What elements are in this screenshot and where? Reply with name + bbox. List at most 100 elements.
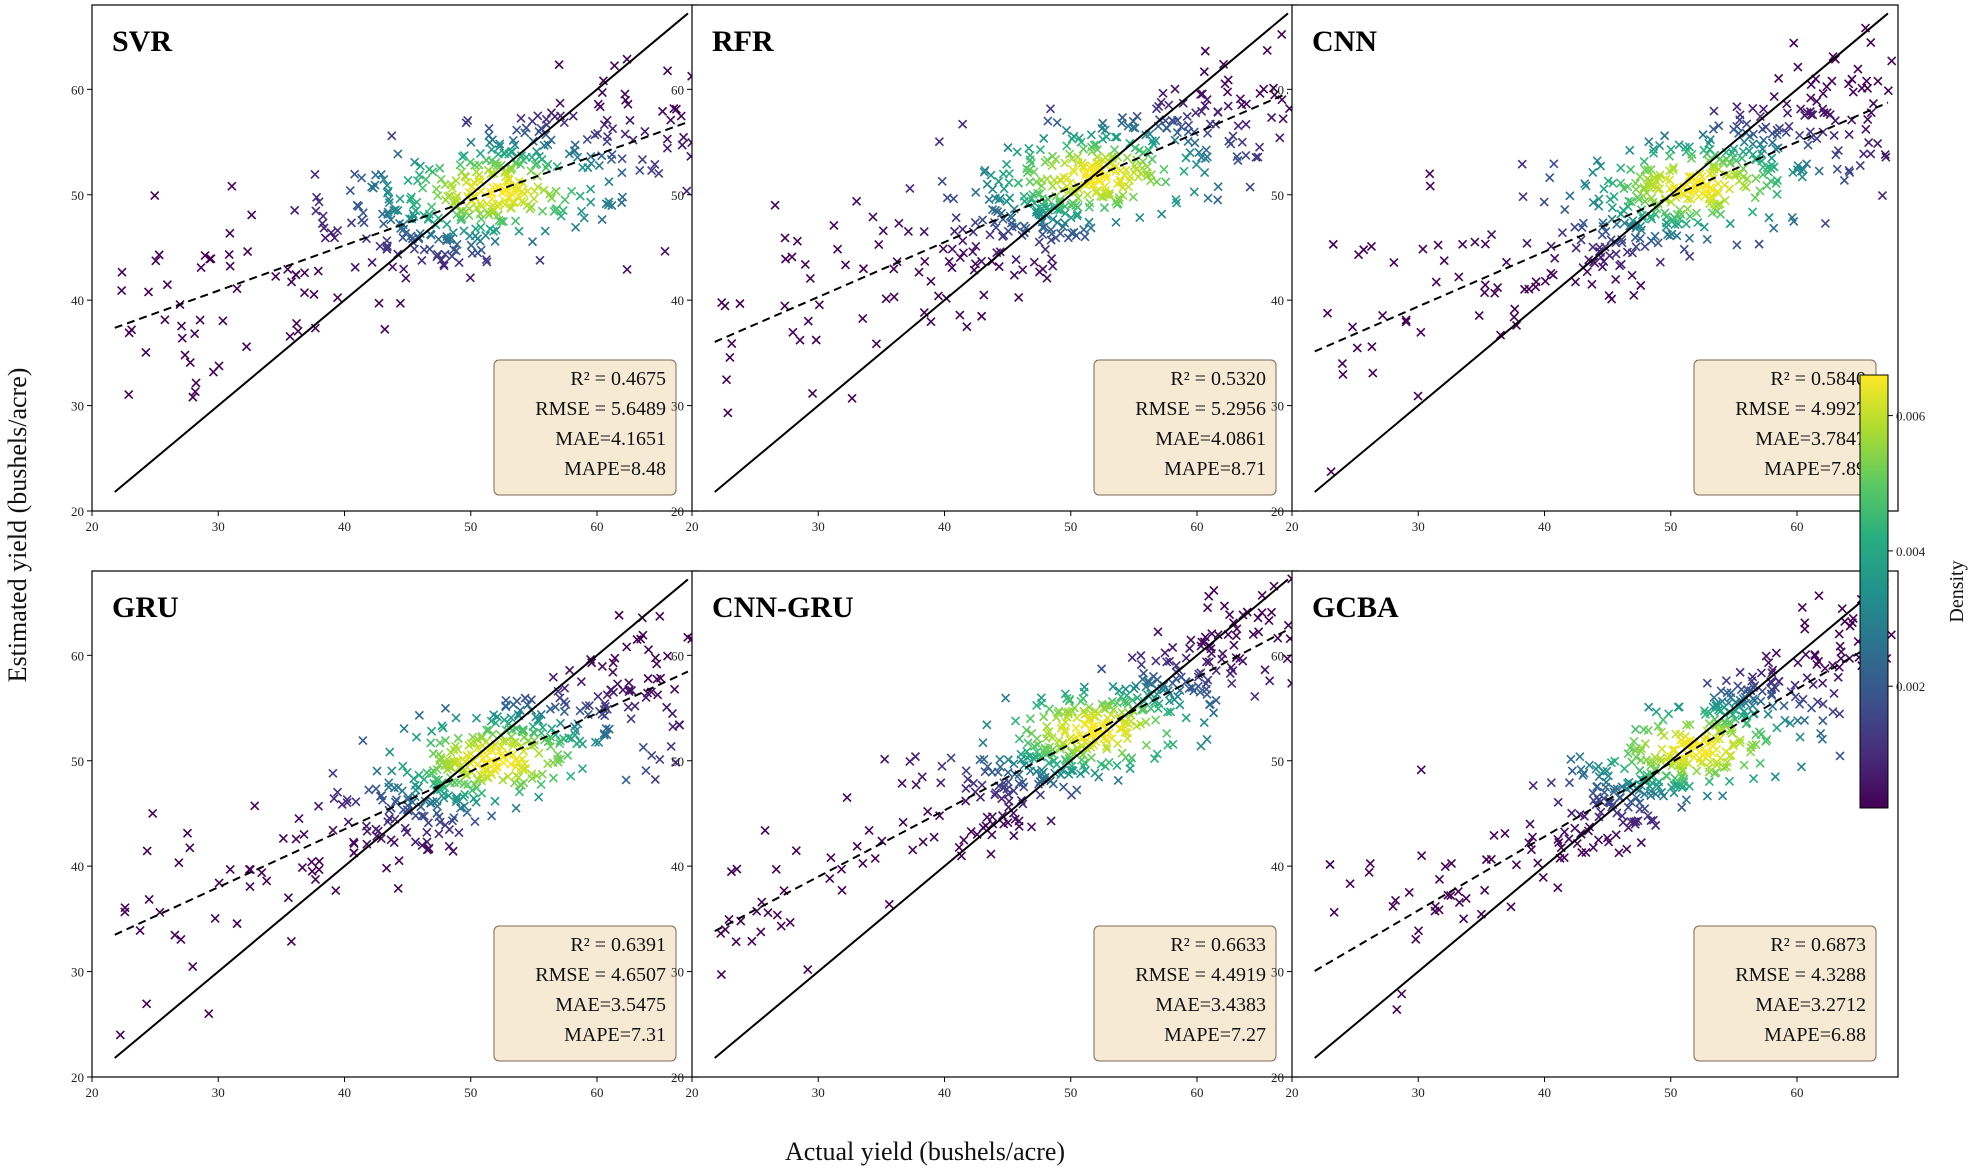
point-marker xyxy=(1430,901,1440,911)
point-marker xyxy=(511,770,521,781)
point-marker xyxy=(917,772,927,782)
point-marker xyxy=(1486,854,1496,864)
point-marker xyxy=(958,236,968,246)
point-marker xyxy=(1366,241,1377,252)
point-marker xyxy=(1546,778,1556,788)
point-marker xyxy=(1283,620,1293,630)
point-marker xyxy=(991,222,1001,233)
point-marker xyxy=(1829,130,1839,140)
point-marker xyxy=(1200,168,1210,178)
point-marker xyxy=(1322,308,1333,318)
point-marker xyxy=(398,761,408,771)
point-marker xyxy=(188,392,198,402)
x-tick-label: 60 xyxy=(1791,519,1804,534)
point-marker xyxy=(486,189,496,199)
point-marker xyxy=(1199,717,1209,728)
point-marker xyxy=(1713,189,1723,199)
point-marker xyxy=(447,251,457,261)
point-marker xyxy=(971,187,981,197)
point-marker xyxy=(1617,782,1627,792)
point-marker xyxy=(190,329,200,339)
point-marker xyxy=(662,143,672,153)
point-marker xyxy=(1564,834,1574,844)
point-marker xyxy=(803,316,813,326)
point-marker xyxy=(455,160,465,170)
point-marker xyxy=(1785,718,1795,728)
point-marker xyxy=(329,793,339,804)
point-marker xyxy=(1511,320,1522,331)
y-tick-label: 40 xyxy=(1271,293,1284,308)
point-marker xyxy=(1635,798,1645,808)
point-marker xyxy=(1832,164,1842,174)
point-marker xyxy=(390,205,400,215)
point-marker xyxy=(1822,82,1832,92)
point-marker xyxy=(1004,169,1014,179)
stat-rmse: RMSE = 4.3288 xyxy=(1735,964,1866,986)
point-marker xyxy=(1837,604,1847,614)
point-marker xyxy=(668,722,678,732)
point-marker xyxy=(1636,280,1646,291)
point-marker xyxy=(1575,752,1585,762)
point-marker xyxy=(1601,227,1611,237)
point-marker xyxy=(1680,754,1690,764)
point-marker xyxy=(457,152,468,162)
x-tick-label: 60 xyxy=(1791,1085,1804,1100)
point-marker xyxy=(342,794,352,805)
point-marker xyxy=(120,903,130,913)
point-marker xyxy=(1670,745,1680,755)
point-marker xyxy=(1567,808,1577,818)
point-marker xyxy=(394,856,404,866)
point-marker xyxy=(511,803,521,813)
point-marker xyxy=(1364,867,1374,877)
x-tick-label: 60 xyxy=(1191,519,1204,534)
point-marker xyxy=(174,858,184,868)
point-marker xyxy=(1153,627,1163,637)
y-tick-label: 20 xyxy=(671,504,684,519)
point-marker xyxy=(447,183,457,193)
stat-rmse: RMSE = 4.6507 xyxy=(535,964,666,986)
point-marker xyxy=(1204,699,1215,710)
colorbar-label: Density xyxy=(1946,560,1968,622)
x-tick-label: 50 xyxy=(1664,519,1677,534)
identity-line xyxy=(114,578,689,1059)
point-marker xyxy=(470,738,480,748)
point-marker xyxy=(575,706,585,716)
point-marker xyxy=(880,754,890,764)
point-marker xyxy=(576,206,587,216)
x-tick-label: 50 xyxy=(464,519,477,534)
point-marker xyxy=(991,788,1001,798)
point-marker xyxy=(1222,87,1233,97)
x-tick-label: 60 xyxy=(591,1085,604,1100)
stat-mae: MAE=4.0861 xyxy=(1155,428,1266,450)
point-marker xyxy=(508,738,518,748)
point-marker xyxy=(1480,280,1490,290)
y-tick-label: 30 xyxy=(71,399,84,414)
panel-grid: 20 30 40 50 60 20 30 40 50 60 SVR R² = 0.4675 RMSE =… xyxy=(71,4,1899,1100)
point-marker xyxy=(1779,701,1789,711)
point-marker xyxy=(1128,192,1138,202)
point-marker xyxy=(1110,132,1120,142)
point-marker xyxy=(1625,145,1635,155)
point-marker xyxy=(442,219,452,229)
stat-rmse: RMSE = 4.4919 xyxy=(1135,964,1266,986)
panel-gru: 20 30 40 50 60 20 30 40 50 60 GRU R² = 0.6391 RMSE =… xyxy=(71,570,699,1100)
point-marker xyxy=(622,264,632,274)
point-marker xyxy=(1570,823,1580,833)
point-marker xyxy=(513,191,523,202)
point-marker xyxy=(314,856,324,866)
point-marker xyxy=(290,205,300,215)
point-marker xyxy=(1051,154,1061,164)
point-marker xyxy=(476,222,486,232)
point-marker xyxy=(958,119,968,129)
point-marker xyxy=(1636,838,1646,848)
fit-line xyxy=(1314,101,1889,353)
x-tick-label: 30 xyxy=(212,1085,225,1100)
point-marker xyxy=(1812,96,1822,106)
point-marker xyxy=(732,864,742,874)
point-marker xyxy=(185,843,195,853)
point-marker xyxy=(1090,171,1100,181)
point-marker xyxy=(1032,747,1042,757)
point-marker xyxy=(1001,693,1011,703)
point-marker xyxy=(1171,195,1181,205)
y-tick-label: 30 xyxy=(71,965,84,980)
